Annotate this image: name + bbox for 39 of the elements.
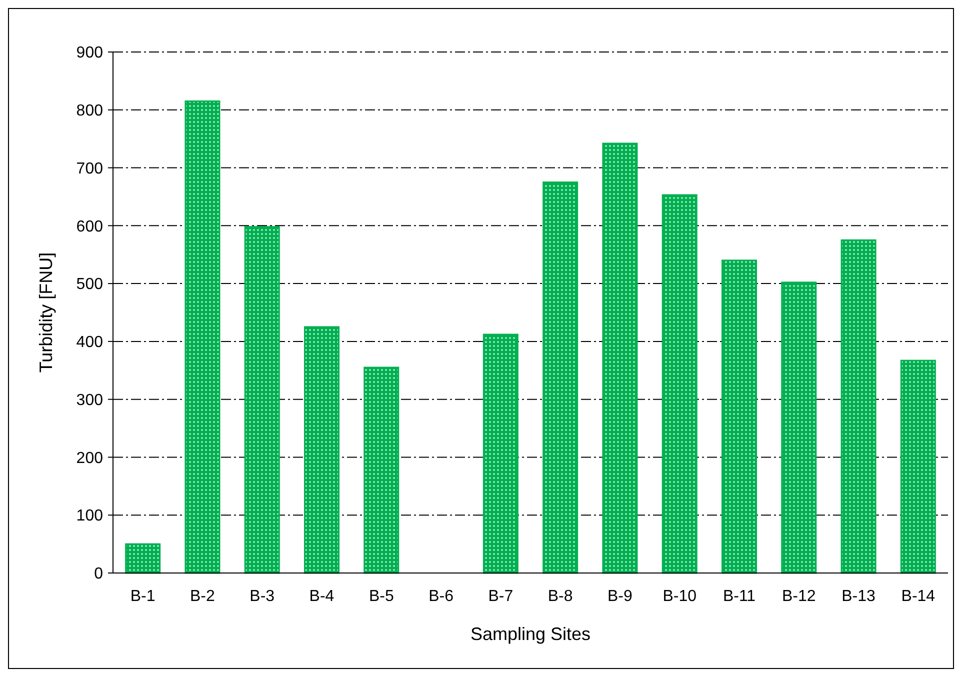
bar [482,334,518,574]
x-tick-label: B-13 [842,588,876,605]
x-tick-label: B-5 [368,588,394,605]
y-tick-label: 300 [76,392,104,409]
y-tick-label: 200 [76,450,104,467]
bar [722,260,757,574]
bar [304,326,340,574]
x-tick-label: B-10 [662,588,697,605]
bar [602,142,638,574]
x-tick-label: B-11 [722,588,756,605]
y-tick-label: 0 [94,566,104,583]
bar [900,360,936,574]
x-tick-label: B-4 [309,588,334,605]
bar [364,366,400,574]
y-tick-label: 700 [76,160,104,178]
y-tick-label: 500 [76,276,104,294]
x-tick-label: B-3 [250,588,275,605]
y-tick-label: 600 [76,218,104,236]
bar [781,282,817,574]
bar [244,226,280,574]
x-tick-label: B-1 [130,588,156,605]
x-tick-label: B-12 [782,588,816,605]
bar [840,239,876,574]
bar [662,194,698,574]
y-tick-label: 800 [76,102,104,120]
x-tick-label: B-7 [488,588,514,605]
y-tick-label: 100 [76,508,104,525]
y-tick-label: 900 [76,44,104,62]
x-tick-label: B-6 [428,588,454,605]
bar [184,100,220,574]
x-tick-label: B-2 [190,588,216,605]
bar [125,543,161,574]
x-tick-label: B-14 [901,588,936,605]
y-axis-title: Turbidity [FNU] [36,252,56,373]
bar [542,182,578,574]
y-tick-label: 400 [76,334,104,352]
x-tick-label: B-9 [608,588,633,605]
x-tick-label: B-8 [548,588,573,605]
x-axis-title: Sampling Sites [470,624,591,644]
